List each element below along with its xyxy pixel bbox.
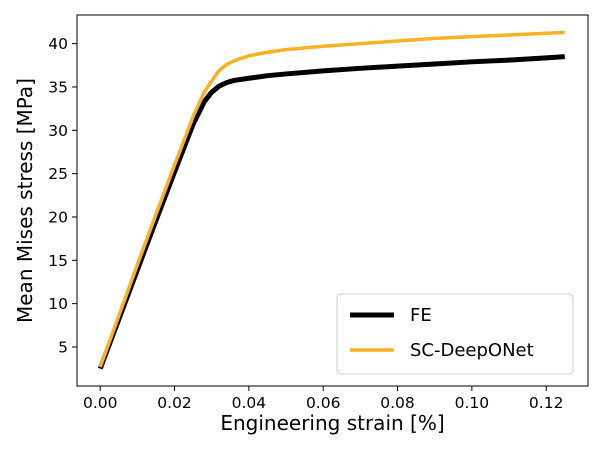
plot-frame [76, 14, 589, 387]
y-tick-label: 5 [58, 338, 68, 356]
y-tick-label: 20 [48, 208, 68, 226]
x-tick-label: 0.00 [83, 394, 118, 412]
y-tick-label: 15 [48, 252, 68, 270]
x-axis-ticks: 0.00 0.02 0.04 0.06 0.08 0.10 0.12 [83, 386, 563, 412]
y-tick-label: 35 [48, 78, 68, 96]
x-axis-label: Engineering strain [%] [220, 411, 444, 435]
y-axis-ticks: 5 10 15 20 25 30 35 40 [48, 35, 77, 356]
x-tick-label: 0.10 [455, 394, 490, 412]
legend-box [336, 293, 574, 375]
y-tick-label: 30 [48, 122, 68, 140]
x-tick-label: 0.12 [529, 394, 564, 412]
y-axis-label: Mean Mises stress [MPa] [13, 78, 37, 323]
y-tick-label: 40 [48, 35, 68, 53]
x-tick-label: 0.02 [157, 394, 192, 412]
series-line-sc-deeponet [98, 30, 565, 368]
x-tick-label: 0.06 [306, 394, 341, 412]
legend: FE SC-DeepONet [336, 293, 574, 375]
y-tick-label: 10 [48, 295, 68, 313]
y-tick-label: 25 [48, 165, 68, 183]
x-tick-label: 0.08 [380, 394, 415, 412]
x-tick-label: 0.04 [232, 394, 267, 412]
legend-label-sc-deeponet: SC-DeepONet [410, 340, 534, 361]
legend-label-fe: FE [410, 305, 432, 326]
series-line-fe [97, 54, 565, 370]
series-layer [97, 30, 565, 370]
